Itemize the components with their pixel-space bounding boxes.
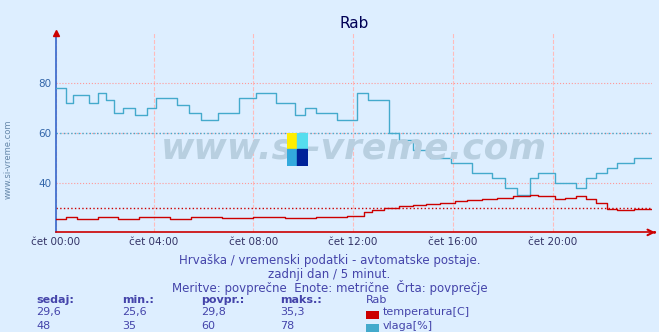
- Text: 25,6: 25,6: [122, 307, 146, 317]
- Bar: [287, 149, 297, 166]
- Text: vlaga[%]: vlaga[%]: [383, 321, 433, 331]
- Text: Rab: Rab: [366, 295, 387, 305]
- Text: Hrvaška / vremenski podatki - avtomatske postaje.: Hrvaška / vremenski podatki - avtomatske…: [179, 254, 480, 267]
- Text: maks.:: maks.:: [280, 295, 322, 305]
- Text: 60: 60: [201, 321, 215, 331]
- Text: 29,8: 29,8: [201, 307, 226, 317]
- Text: 35,3: 35,3: [280, 307, 304, 317]
- Title: Rab: Rab: [339, 16, 369, 31]
- Text: 48: 48: [36, 321, 51, 331]
- Text: temperatura[C]: temperatura[C]: [383, 307, 470, 317]
- Text: www.si-vreme.com: www.si-vreme.com: [161, 132, 547, 166]
- Text: povpr.:: povpr.:: [201, 295, 244, 305]
- Text: 78: 78: [280, 321, 295, 331]
- Bar: [297, 149, 308, 166]
- Text: min.:: min.:: [122, 295, 154, 305]
- Text: 29,6: 29,6: [36, 307, 61, 317]
- Text: www.si-vreme.com: www.si-vreme.com: [4, 120, 13, 199]
- Text: zadnji dan / 5 minut.: zadnji dan / 5 minut.: [268, 268, 391, 281]
- Text: Meritve: povprečne  Enote: metrične  Črta: povprečje: Meritve: povprečne Enote: metrične Črta:…: [172, 280, 487, 295]
- Bar: [297, 133, 308, 149]
- Bar: [287, 133, 297, 149]
- Text: 35: 35: [122, 321, 136, 331]
- Text: sedaj:: sedaj:: [36, 295, 74, 305]
